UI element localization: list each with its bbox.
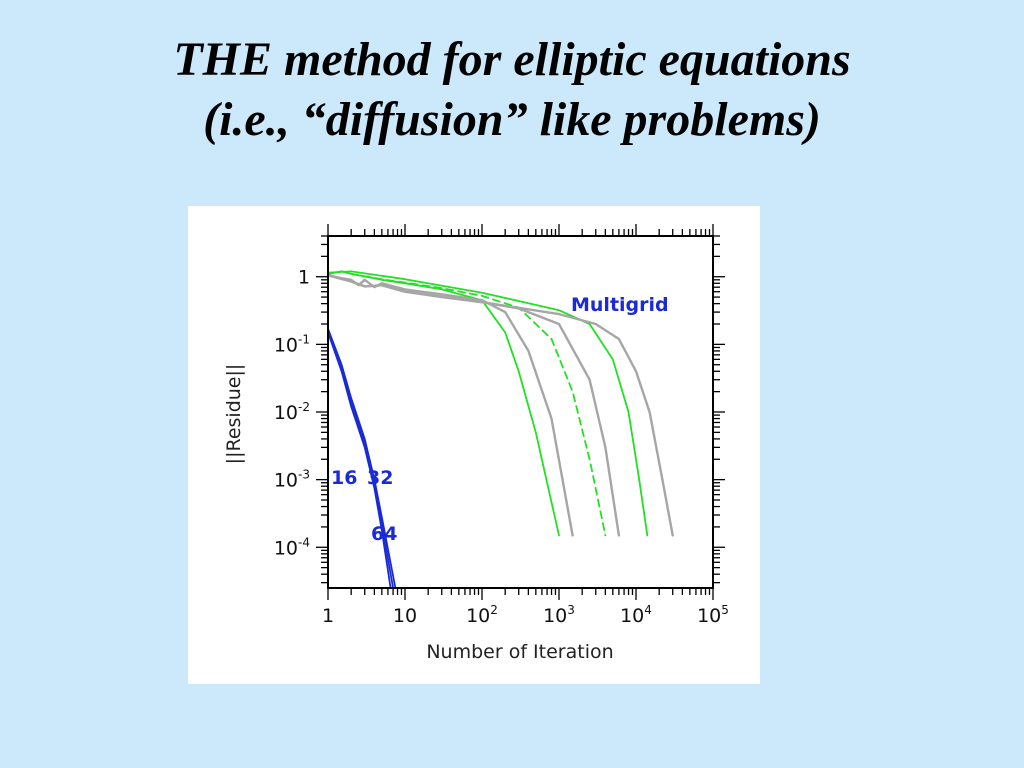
y-tick-label: 10-2 bbox=[274, 400, 310, 424]
x-tick-label: 105 bbox=[697, 603, 729, 627]
series-line-0 bbox=[327, 331, 392, 589]
x-tick-label: 1 bbox=[322, 605, 334, 627]
slide-title-line-1: THE method for elliptic equations bbox=[173, 33, 851, 86]
y-tick-label: 10-3 bbox=[274, 468, 310, 492]
x-tick-label: 102 bbox=[466, 603, 498, 627]
series-line-4 bbox=[327, 270, 607, 537]
series-line-3 bbox=[327, 270, 560, 537]
x-tick-labels: 1 10 102 103 104 105 bbox=[322, 603, 729, 627]
series-line-1 bbox=[327, 329, 395, 589]
chart-panel: 1 10 102 103 104 105 1 10-1 10-2 10-3 10-4 Number… bbox=[188, 206, 760, 684]
y-tick-label: 1 bbox=[298, 267, 310, 289]
grid-16-label: 16 bbox=[331, 467, 357, 489]
series-line-8 bbox=[326, 274, 674, 537]
multigrid-label: Multigrid bbox=[571, 294, 669, 316]
slide-title-line-2: (i.e., “diffusion” like problems) bbox=[203, 93, 821, 146]
tick-marks bbox=[316, 224, 725, 600]
x-axis-label: Number of Iteration bbox=[426, 641, 613, 663]
plot-frame bbox=[327, 235, 714, 589]
y-tick-labels: 1 10-1 10-2 10-3 10-4 bbox=[274, 267, 310, 560]
grid-32-label: 32 bbox=[367, 467, 393, 489]
y-tick-label: 10-4 bbox=[274, 535, 310, 559]
y-axis-label: ||Residue|| bbox=[223, 364, 245, 465]
series-lines bbox=[326, 270, 674, 589]
x-tick-label: 10 bbox=[393, 605, 417, 627]
slide-title: THE method for elliptic equations (i.e.,… bbox=[0, 30, 1024, 150]
x-tick-label: 103 bbox=[543, 603, 575, 627]
x-tick-label: 104 bbox=[620, 603, 652, 627]
series-line-2 bbox=[327, 327, 397, 589]
grid-64-label: 64 bbox=[371, 523, 397, 545]
y-tick-label: 10-1 bbox=[274, 332, 310, 356]
residue-chart: 1 10 102 103 104 105 1 10-1 10-2 10-3 10-4 Number… bbox=[223, 224, 729, 663]
